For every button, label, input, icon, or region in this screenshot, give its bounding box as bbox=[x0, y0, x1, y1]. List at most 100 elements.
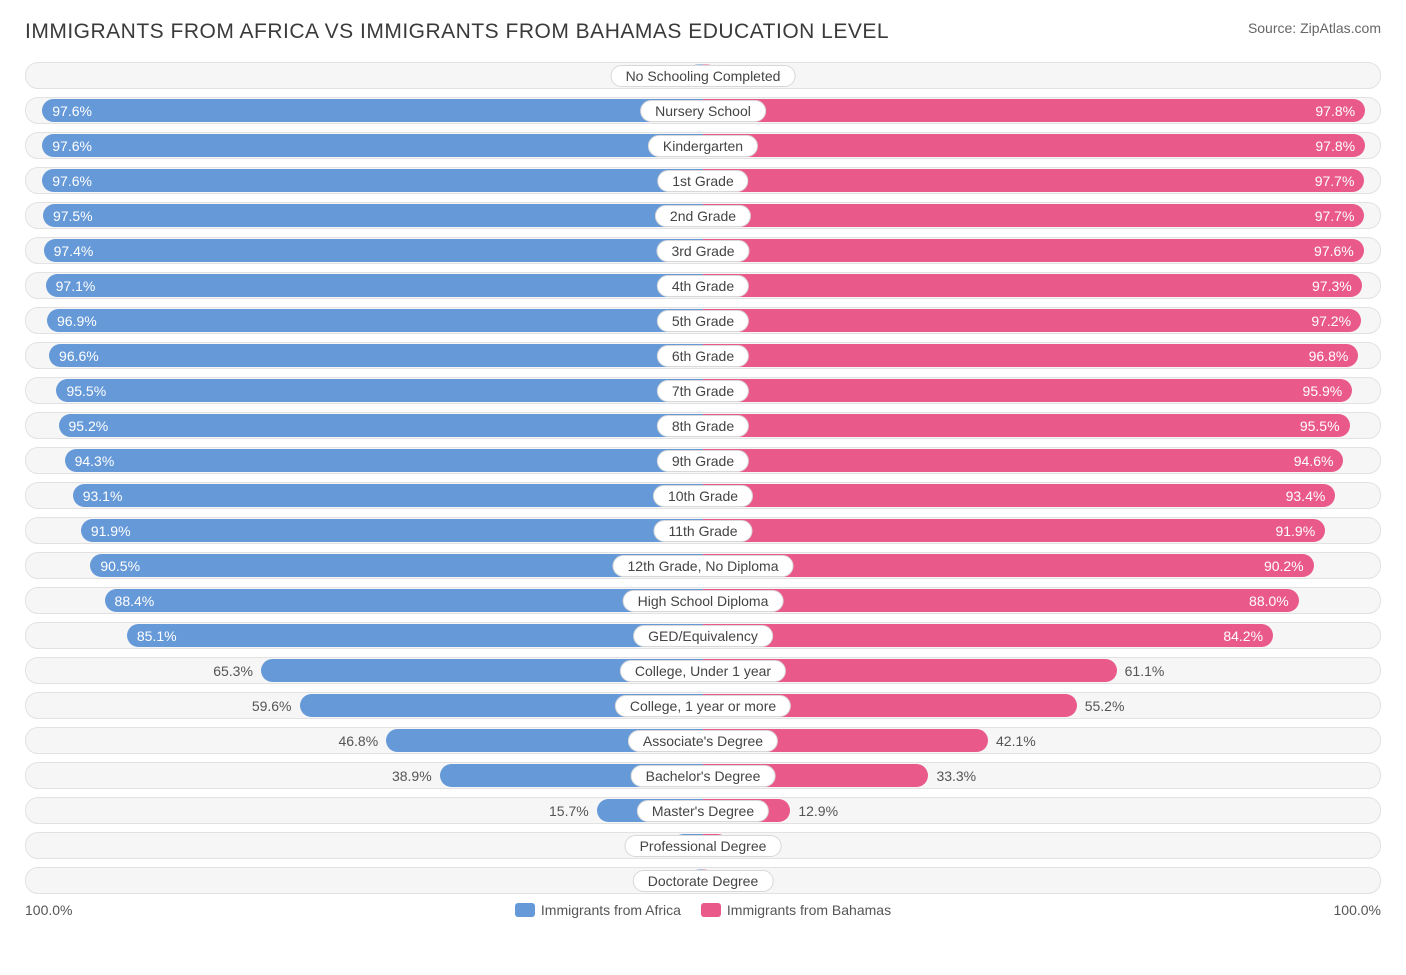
row-label: 6th Grade bbox=[657, 345, 749, 367]
value-right: 95.5% bbox=[1300, 418, 1340, 434]
value-left: 97.5% bbox=[53, 208, 93, 224]
row-label: 9th Grade bbox=[657, 450, 749, 472]
row-label: Doctorate Degree bbox=[633, 870, 774, 892]
chart-source: Source: ZipAtlas.com bbox=[1248, 20, 1381, 36]
row-label: Professional Degree bbox=[625, 835, 782, 857]
bar-left: 94.3% bbox=[65, 449, 703, 472]
value-right: 61.1% bbox=[1125, 663, 1165, 679]
value-left: 90.5% bbox=[100, 558, 140, 574]
value-left: 95.2% bbox=[69, 418, 109, 434]
row-label: Bachelor's Degree bbox=[631, 765, 776, 787]
value-right: 91.9% bbox=[1275, 523, 1315, 539]
bar-right: 97.3% bbox=[703, 274, 1362, 297]
chart-row: 95.5%95.9%7th Grade bbox=[25, 377, 1381, 404]
chart-row: 90.5%90.2%12th Grade, No Diploma bbox=[25, 552, 1381, 579]
bar-right: 97.2% bbox=[703, 309, 1361, 332]
value-left: 59.6% bbox=[252, 698, 292, 714]
bar-left: 93.1% bbox=[73, 484, 703, 507]
chart-header: IMMIGRANTS FROM AFRICA VS IMMIGRANTS FRO… bbox=[25, 20, 1381, 44]
chart-row: 97.6%97.7%1st Grade bbox=[25, 167, 1381, 194]
bar-right: 93.4% bbox=[703, 484, 1335, 507]
value-left: 93.1% bbox=[83, 488, 123, 504]
value-right: 42.1% bbox=[996, 733, 1036, 749]
row-label: College, 1 year or more bbox=[615, 695, 791, 717]
bar-left: 97.6% bbox=[42, 169, 703, 192]
row-label: Master's Degree bbox=[637, 800, 769, 822]
value-right: 88.0% bbox=[1249, 593, 1289, 609]
value-right: 95.9% bbox=[1303, 383, 1343, 399]
source-prefix: Source: bbox=[1248, 20, 1300, 36]
value-right: 55.2% bbox=[1085, 698, 1125, 714]
row-label: No Schooling Completed bbox=[611, 65, 796, 87]
value-right: 96.8% bbox=[1309, 348, 1349, 364]
row-label: 5th Grade bbox=[657, 310, 749, 332]
chart-body: 2.4%2.2%No Schooling Completed97.6%97.8%… bbox=[25, 62, 1381, 894]
chart-row: 88.4% 88.0% High School Diploma bbox=[25, 587, 1381, 614]
value-right: 97.7% bbox=[1315, 208, 1355, 224]
value-left: 85.1% bbox=[137, 628, 177, 644]
value-right: 12.9% bbox=[798, 803, 838, 819]
bar-right: 97.7% bbox=[703, 204, 1364, 227]
value-right: 33.3% bbox=[936, 768, 976, 784]
row-label: Associate's Degree bbox=[628, 730, 778, 752]
chart-footer: 100.0% Immigrants from Africa Immigrants… bbox=[25, 902, 1381, 918]
row-label: Nursery School bbox=[640, 100, 766, 122]
chart-row: 97.1% 97.3%4th Grade bbox=[25, 272, 1381, 299]
chart-row: 2.4%2.2%No Schooling Completed bbox=[25, 62, 1381, 89]
axis-right-label: 100.0% bbox=[1334, 902, 1381, 918]
bar-right: 84.2% bbox=[703, 624, 1273, 647]
bar-left: 97.5% bbox=[43, 204, 703, 227]
value-left: 38.9% bbox=[392, 768, 432, 784]
value-left: 97.4% bbox=[54, 243, 94, 259]
bar-right: 97.8% bbox=[703, 134, 1365, 157]
bar-right: 88.0% bbox=[703, 589, 1299, 612]
value-right: 90.2% bbox=[1264, 558, 1304, 574]
chart-row: 59.6% 55.2% College, 1 year or more bbox=[25, 692, 1381, 719]
chart-row: 4.6%3.8%Professional Degree bbox=[25, 832, 1381, 859]
value-right: 97.7% bbox=[1315, 173, 1355, 189]
chart-row: 97.4%97.6%3rd Grade bbox=[25, 237, 1381, 264]
chart-row: 95.2%95.5%8th Grade bbox=[25, 412, 1381, 439]
value-left: 97.6% bbox=[52, 103, 92, 119]
chart-row: 65.3% 61.1% College, Under 1 year bbox=[25, 657, 1381, 684]
legend-label-right: Immigrants from Bahamas bbox=[727, 902, 891, 918]
bar-left: 97.6% bbox=[42, 134, 703, 157]
chart-row: 85.1% 84.2% GED/Equivalency bbox=[25, 622, 1381, 649]
legend-swatch-right bbox=[701, 903, 721, 917]
legend-label-left: Immigrants from Africa bbox=[541, 902, 681, 918]
bar-left: 90.5% bbox=[90, 554, 703, 577]
bar-left: 96.9% bbox=[47, 309, 703, 332]
axis-left-label: 100.0% bbox=[25, 902, 72, 918]
row-label: 11th Grade bbox=[653, 520, 752, 542]
chart-row: 97.6%97.8%Nursery School bbox=[25, 97, 1381, 124]
row-label: College, Under 1 year bbox=[620, 660, 786, 682]
chart-row: 97.5%97.7%2nd Grade bbox=[25, 202, 1381, 229]
value-left: 91.9% bbox=[91, 523, 131, 539]
legend-swatch-left bbox=[515, 903, 535, 917]
value-left: 94.3% bbox=[75, 453, 115, 469]
chart-row: 15.7%12.9%Master's Degree bbox=[25, 797, 1381, 824]
bar-right: 97.6% bbox=[703, 239, 1364, 262]
value-left: 65.3% bbox=[213, 663, 253, 679]
bar-right: 97.7% bbox=[703, 169, 1364, 192]
value-left: 97.6% bbox=[52, 173, 92, 189]
bar-left: 95.2% bbox=[59, 414, 704, 437]
chart-row: 2.0%1.5%Doctorate Degree bbox=[25, 867, 1381, 894]
value-right: 84.2% bbox=[1223, 628, 1263, 644]
chart-row: 96.9%97.2%5th Grade bbox=[25, 307, 1381, 334]
chart-row: 46.8%42.1%Associate's Degree bbox=[25, 727, 1381, 754]
row-label: High School Diploma bbox=[623, 590, 784, 612]
row-label: GED/Equivalency bbox=[633, 625, 773, 647]
chart-row: 93.1%93.4%10th Grade bbox=[25, 482, 1381, 509]
bar-left: 88.4% bbox=[105, 589, 703, 612]
bar-right: 91.9% bbox=[703, 519, 1325, 542]
value-left: 97.1% bbox=[56, 278, 96, 294]
legend-item-right: Immigrants from Bahamas bbox=[701, 902, 891, 918]
value-right: 97.6% bbox=[1314, 243, 1354, 259]
row-label: Kindergarten bbox=[648, 135, 758, 157]
bar-right: 95.5% bbox=[703, 414, 1350, 437]
bar-left: 96.6% bbox=[49, 344, 703, 367]
row-label: 7th Grade bbox=[657, 380, 749, 402]
bar-right: 95.9% bbox=[703, 379, 1352, 402]
row-label: 4th Grade bbox=[657, 275, 749, 297]
